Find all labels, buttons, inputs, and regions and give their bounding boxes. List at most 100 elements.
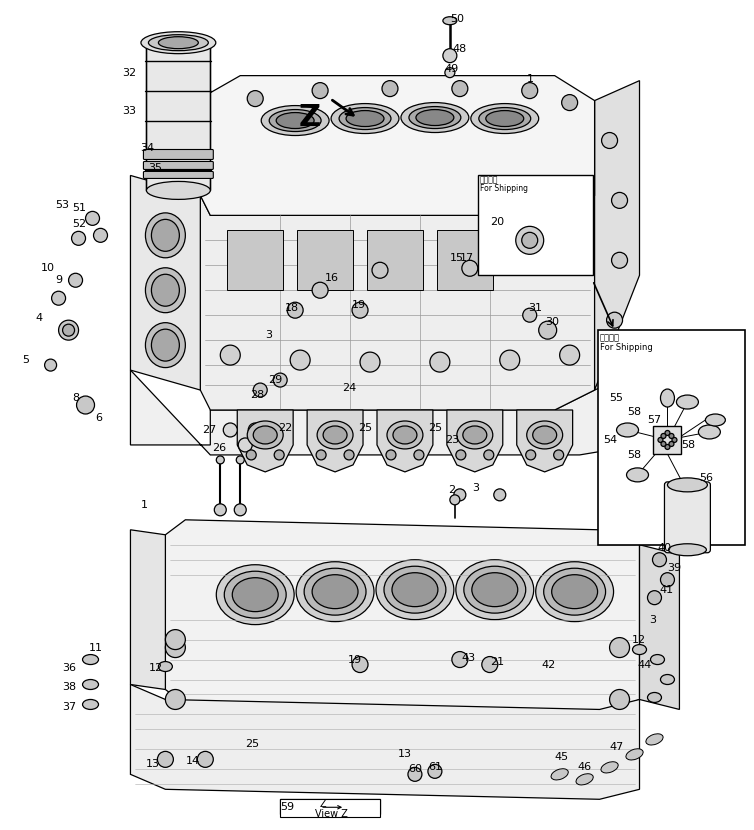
Text: View Z: View Z bbox=[315, 809, 348, 819]
Polygon shape bbox=[130, 175, 201, 390]
Text: 23: 23 bbox=[445, 435, 459, 445]
Circle shape bbox=[352, 657, 368, 672]
Ellipse shape bbox=[651, 655, 664, 665]
Circle shape bbox=[236, 456, 244, 464]
Text: 16: 16 bbox=[325, 273, 339, 283]
Ellipse shape bbox=[141, 32, 216, 54]
Text: 要着部品: 要着部品 bbox=[599, 333, 620, 342]
Polygon shape bbox=[201, 76, 595, 215]
Circle shape bbox=[672, 437, 677, 442]
Polygon shape bbox=[238, 410, 293, 472]
Circle shape bbox=[312, 83, 328, 99]
Ellipse shape bbox=[661, 675, 674, 685]
Polygon shape bbox=[130, 530, 165, 690]
Bar bbox=[437, 231, 493, 290]
Bar bbox=[654, 426, 682, 454]
Text: 35: 35 bbox=[149, 164, 162, 173]
Ellipse shape bbox=[416, 110, 454, 125]
Text: 38: 38 bbox=[63, 682, 77, 692]
Circle shape bbox=[93, 228, 108, 242]
Circle shape bbox=[248, 423, 262, 437]
Circle shape bbox=[522, 232, 538, 248]
Ellipse shape bbox=[667, 478, 707, 492]
Circle shape bbox=[414, 450, 424, 460]
Ellipse shape bbox=[304, 569, 366, 615]
Ellipse shape bbox=[533, 426, 556, 444]
Ellipse shape bbox=[661, 389, 674, 407]
Polygon shape bbox=[447, 410, 503, 472]
Circle shape bbox=[247, 90, 263, 106]
Circle shape bbox=[220, 345, 241, 365]
Ellipse shape bbox=[626, 749, 643, 760]
Circle shape bbox=[165, 637, 185, 657]
Circle shape bbox=[360, 352, 380, 372]
Circle shape bbox=[456, 450, 466, 460]
Text: 25: 25 bbox=[428, 423, 442, 433]
Text: 3: 3 bbox=[265, 330, 272, 340]
Ellipse shape bbox=[152, 219, 179, 251]
Text: 34: 34 bbox=[140, 144, 155, 154]
Circle shape bbox=[611, 252, 627, 268]
Ellipse shape bbox=[331, 104, 399, 134]
Circle shape bbox=[382, 81, 398, 96]
Text: 5: 5 bbox=[23, 355, 29, 365]
Circle shape bbox=[59, 320, 78, 340]
Circle shape bbox=[198, 751, 213, 768]
Text: 58: 58 bbox=[627, 450, 642, 460]
Text: 39: 39 bbox=[667, 563, 682, 573]
Ellipse shape bbox=[617, 423, 639, 437]
Polygon shape bbox=[307, 410, 363, 472]
Ellipse shape bbox=[646, 734, 663, 745]
Circle shape bbox=[450, 495, 460, 505]
Ellipse shape bbox=[544, 569, 605, 615]
Text: 57: 57 bbox=[648, 415, 661, 425]
Circle shape bbox=[658, 437, 663, 442]
Text: 25: 25 bbox=[245, 740, 259, 749]
Ellipse shape bbox=[149, 35, 208, 51]
Polygon shape bbox=[516, 410, 572, 472]
Text: 44: 44 bbox=[638, 660, 651, 670]
Ellipse shape bbox=[247, 421, 284, 449]
Text: 37: 37 bbox=[63, 702, 77, 712]
Ellipse shape bbox=[82, 680, 99, 690]
Circle shape bbox=[63, 325, 75, 336]
Circle shape bbox=[430, 352, 450, 372]
Circle shape bbox=[312, 282, 328, 298]
Ellipse shape bbox=[376, 559, 454, 620]
Ellipse shape bbox=[470, 104, 538, 134]
Circle shape bbox=[452, 652, 467, 667]
Text: 30: 30 bbox=[544, 317, 559, 327]
Text: 45: 45 bbox=[555, 752, 569, 763]
Ellipse shape bbox=[387, 421, 423, 449]
Text: 22: 22 bbox=[278, 423, 293, 433]
Ellipse shape bbox=[296, 562, 374, 622]
Text: 40: 40 bbox=[657, 543, 672, 553]
Polygon shape bbox=[595, 81, 639, 390]
Ellipse shape bbox=[601, 762, 618, 773]
Circle shape bbox=[611, 193, 627, 208]
Ellipse shape bbox=[676, 395, 698, 409]
Text: 15: 15 bbox=[450, 253, 464, 263]
Circle shape bbox=[500, 350, 520, 370]
Text: 25: 25 bbox=[358, 423, 372, 433]
Text: 19: 19 bbox=[348, 655, 362, 665]
Circle shape bbox=[69, 273, 82, 287]
Ellipse shape bbox=[393, 426, 417, 444]
Ellipse shape bbox=[216, 564, 294, 625]
Circle shape bbox=[462, 261, 478, 276]
Ellipse shape bbox=[82, 655, 99, 665]
Ellipse shape bbox=[401, 103, 469, 133]
Ellipse shape bbox=[464, 566, 526, 613]
Ellipse shape bbox=[576, 774, 593, 785]
Ellipse shape bbox=[535, 562, 614, 622]
Ellipse shape bbox=[698, 425, 720, 439]
Circle shape bbox=[606, 312, 623, 328]
Polygon shape bbox=[130, 685, 639, 799]
Ellipse shape bbox=[706, 414, 725, 426]
Ellipse shape bbox=[312, 574, 358, 608]
Circle shape bbox=[274, 450, 284, 460]
Text: 33: 33 bbox=[122, 105, 136, 115]
Polygon shape bbox=[130, 370, 639, 455]
Ellipse shape bbox=[323, 426, 347, 444]
Ellipse shape bbox=[269, 110, 321, 131]
